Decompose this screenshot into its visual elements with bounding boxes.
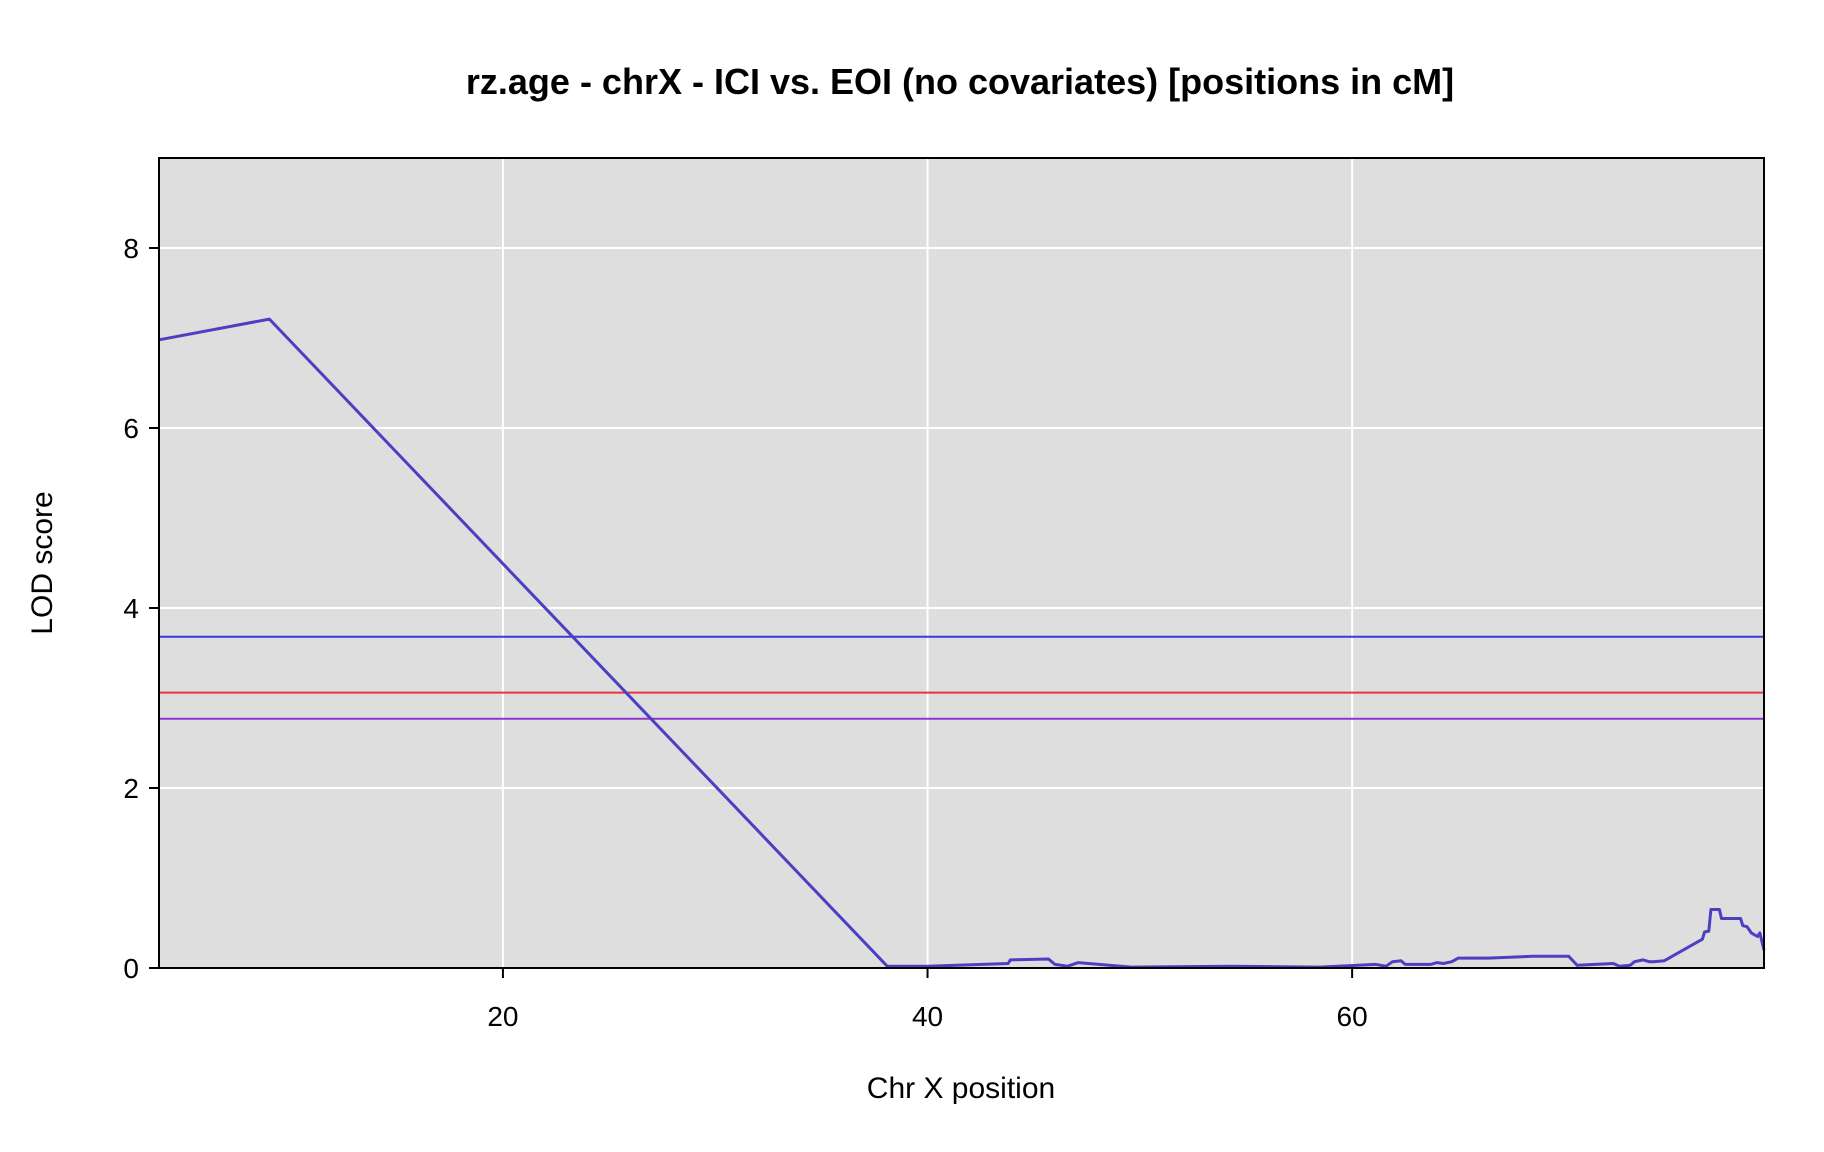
lod-curve (158, 317, 1766, 969)
y-tick-label: 6 (123, 413, 139, 444)
threshold-lines (159, 635, 1764, 720)
y-tick-label: 2 (123, 773, 139, 804)
x-tick-label: 40 (912, 1001, 943, 1032)
plot-background (159, 158, 1764, 968)
y-tick-label: 8 (123, 233, 139, 264)
y-tick-label: 4 (123, 593, 139, 624)
x-tick-label: 20 (487, 1001, 518, 1032)
chart-title: rz.age - chrX - ICI vs. EOI (no covariat… (466, 61, 1454, 102)
series-group (158, 317, 1766, 969)
plot-frame (158, 157, 1765, 969)
x-axis-label: Chr X position (867, 1072, 1055, 1105)
ticks: 20 40 60 0 2 4 6 8 (123, 233, 1367, 1032)
x-tick-label: 60 (1337, 1001, 1368, 1032)
y-tick-label: 0 (123, 953, 139, 984)
y-axis-label: LOD score (26, 491, 59, 634)
